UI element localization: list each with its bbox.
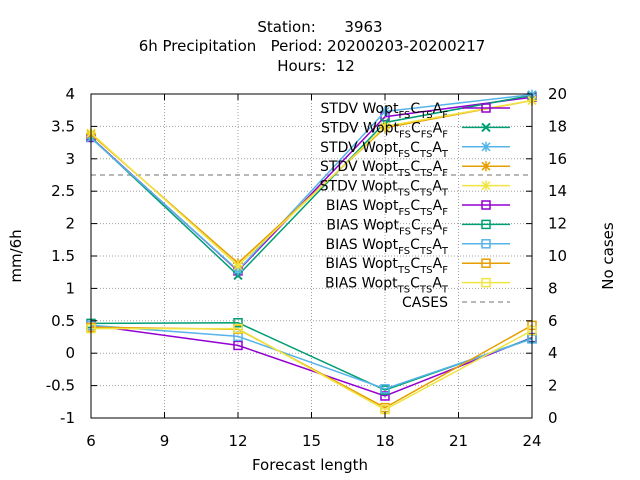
legend-label-7: BIAS WoptFSCFSAF (326, 217, 448, 237)
y2-tick-label: 8 (548, 279, 558, 297)
legend-marker-7 (481, 219, 491, 230)
y-tick-label: 2.5 (51, 182, 75, 200)
x-tick-label: 9 (160, 432, 170, 450)
legend-label-8: BIAS WoptFSCTSAT (326, 237, 449, 257)
legend-marker-8 (481, 239, 491, 249)
y-tick-label: 2 (65, 215, 75, 233)
y-tick-label: 0.5 (51, 312, 75, 330)
legend-label-2: STDV WoptFSCFSAF (321, 120, 448, 140)
x-tick-label: 18 (375, 432, 394, 450)
grid (91, 94, 532, 418)
x-tick-label: 15 (302, 432, 321, 450)
x-tick-label: 12 (228, 432, 247, 450)
y-tick-label: 1 (65, 279, 75, 297)
data-point-5-2 (233, 260, 243, 271)
y2-tick-label: 0 (548, 409, 558, 427)
x-tick-label: 6 (86, 432, 96, 450)
data-point-6-2 (233, 340, 243, 351)
data-point-3-3 (380, 106, 390, 117)
y2-tick-label: 4 (548, 344, 558, 362)
data-point-10-2 (233, 323, 243, 334)
chart-title: Station: 3963 6h Precipitation Period: 2… (139, 18, 486, 75)
data-point-8-3 (380, 384, 390, 394)
series-line-2 (90, 94, 533, 277)
title-line-2: 6h Precipitation Period: 20200203-202002… (139, 37, 486, 55)
y2-tick-label: 6 (548, 312, 558, 330)
y2-tick-label: 20 (548, 85, 567, 103)
axis-ticks: 6 9 12 15 18 21 24-1-0.500.511.522.533.5402468… (46, 85, 567, 450)
series-line-5 (90, 99, 533, 267)
y2-tick-label: 10 (548, 247, 567, 265)
x-tick-label: 24 (522, 432, 541, 450)
series-line-8 (90, 324, 533, 390)
legend-marker-3 (481, 141, 491, 152)
legend-label-9: BIAS WoptTSCTSAF (325, 256, 448, 276)
data-point-7-2 (233, 317, 243, 328)
data-point-6-3 (380, 391, 390, 401)
y-tick-label: 0 (65, 344, 75, 362)
y2-tick-label: 18 (548, 117, 567, 135)
y2-tick-label: 2 (548, 377, 558, 395)
legend-label-3: STDV WoptFSCTSAT (320, 140, 449, 160)
y-tick-label: 3 (65, 150, 75, 168)
y2-tick-label: 12 (548, 215, 567, 233)
y2-tick-label: 16 (548, 150, 567, 168)
x-tick-label: 21 (449, 432, 468, 450)
series-line-3 (90, 93, 533, 272)
legend-marker-10 (481, 277, 491, 288)
y-tick-label: -1 (60, 409, 75, 427)
legend-label-5: STDV WoptTSCTSAT (320, 179, 449, 199)
data-point-5-3 (380, 121, 390, 132)
legend-label-10: BIAS WoptTSCTSAT (325, 276, 449, 296)
y-tick-label: 4 (65, 85, 75, 103)
legend-marker-2 (481, 122, 491, 133)
title-line-1: Station: 3963 (257, 18, 382, 36)
legend-label-cases: CASES (402, 295, 448, 311)
legend-marker-9 (481, 258, 491, 268)
legend-marker-5 (481, 180, 491, 191)
legend-marker-6 (481, 200, 491, 210)
legend-label-1: STDV WoptFSCTSAF (321, 101, 449, 121)
legend-marker-4 (481, 161, 491, 172)
legend-label-6: BIAS WoptFSCTSAF (326, 198, 448, 218)
y2-tick-label: 14 (548, 182, 567, 200)
y-tick-label: 3.5 (51, 117, 75, 135)
legend-marker-1 (481, 103, 491, 113)
y-tick-label: 1.5 (51, 247, 75, 265)
y2-axis-label: No cases (599, 222, 617, 290)
y-axis-label: mm/6h (7, 229, 25, 282)
title-line-3: Hours: 12 (277, 57, 355, 75)
series-line-10 (91, 327, 533, 411)
legend-label-4: STDV WoptTSCTSAF (320, 159, 448, 179)
x-axis-label: Forecast length (252, 456, 368, 474)
y-tick-label: -0.5 (46, 377, 75, 395)
